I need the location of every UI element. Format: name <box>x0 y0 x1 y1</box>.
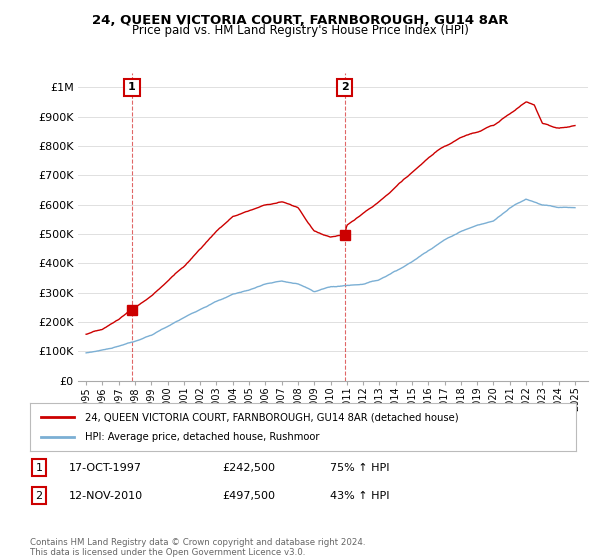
Text: 75% ↑ HPI: 75% ↑ HPI <box>330 463 389 473</box>
Text: Contains HM Land Registry data © Crown copyright and database right 2024.
This d: Contains HM Land Registry data © Crown c… <box>30 538 365 557</box>
Text: 12-NOV-2010: 12-NOV-2010 <box>69 491 143 501</box>
Text: 1: 1 <box>128 82 136 92</box>
Text: £242,500: £242,500 <box>222 463 275 473</box>
Text: 17-OCT-1997: 17-OCT-1997 <box>69 463 142 473</box>
Text: £497,500: £497,500 <box>222 491 275 501</box>
Text: 2: 2 <box>35 491 43 501</box>
Text: 24, QUEEN VICTORIA COURT, FARNBOROUGH, GU14 8AR: 24, QUEEN VICTORIA COURT, FARNBOROUGH, G… <box>92 14 508 27</box>
Text: 43% ↑ HPI: 43% ↑ HPI <box>330 491 389 501</box>
Text: 2: 2 <box>341 82 349 92</box>
Text: Price paid vs. HM Land Registry's House Price Index (HPI): Price paid vs. HM Land Registry's House … <box>131 24 469 37</box>
Text: HPI: Average price, detached house, Rushmoor: HPI: Average price, detached house, Rush… <box>85 432 319 442</box>
Text: 24, QUEEN VICTORIA COURT, FARNBOROUGH, GU14 8AR (detached house): 24, QUEEN VICTORIA COURT, FARNBOROUGH, G… <box>85 413 458 422</box>
Text: 1: 1 <box>35 463 43 473</box>
